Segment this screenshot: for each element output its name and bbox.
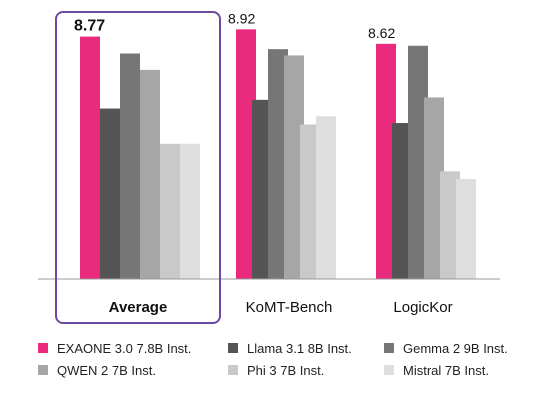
bar-komt-bench-llama-3-1-8b-inst xyxy=(252,99,272,279)
x-tick-label-logickor: LogicKor xyxy=(393,299,452,316)
bar-logickor-qwen-2-7b-inst xyxy=(424,97,444,279)
bar-logickor-mistral-7b-inst xyxy=(456,179,476,279)
labels-layer: Average KoMT-Bench LogicKor 8.77 8.92 8.62 xyxy=(74,10,453,316)
legend-label: EXAONE 3.0 7.8B Inst. xyxy=(57,340,192,356)
legend-item-phi-3-7b-inst: Phi 3 7B Inst. xyxy=(228,361,324,379)
bar-logickor-llama-3-1-8b-inst xyxy=(392,123,412,279)
legend-swatch xyxy=(38,365,48,375)
x-tick-label-average: Average xyxy=(109,299,168,316)
legend-swatch xyxy=(384,365,394,375)
legend-label: Gemma 2 9B Inst. xyxy=(403,340,508,356)
legend-item-mistral-7b-inst: Mistral 7B Inst. xyxy=(384,361,489,379)
legend-item-exaone-3-0-7-8b-inst: EXAONE 3.0 7.8B Inst. xyxy=(38,339,191,357)
bar-logickor-phi-3-7b-inst xyxy=(440,171,460,279)
bar-average-mistral-7b-inst xyxy=(180,143,200,279)
legend-item-qwen-2-7b-inst: QWEN 2 7B Inst. xyxy=(38,361,156,379)
bar-average-qwen-2-7b-inst xyxy=(140,69,160,279)
legend: EXAONE 3.0 7.8B Inst. Llama 3.1 8B Inst. G… xyxy=(38,339,538,383)
bar-average-llama-3-1-8b-inst xyxy=(100,108,120,279)
bar-komt-bench-gemma-2-9b-inst xyxy=(268,49,288,279)
bar-komt-bench-exaone-3-0-7-8b-inst xyxy=(236,29,256,280)
x-tick-label-komt-bench: KoMT-Bench xyxy=(246,299,333,316)
data-label-komt-bench: 8.92 xyxy=(228,10,255,26)
legend-swatch xyxy=(38,343,48,353)
legend-swatch xyxy=(228,365,238,375)
legend-label: Phi 3 7B Inst. xyxy=(247,362,325,378)
bar-komt-bench-mistral-7b-inst xyxy=(316,116,336,280)
legend-label: QWEN 2 7B Inst. xyxy=(57,362,156,378)
data-label-average: 8.77 xyxy=(74,18,105,35)
bar-average-phi-3-7b-inst xyxy=(160,143,180,279)
legend-label: Llama 3.1 8B Inst. xyxy=(247,340,352,356)
data-label-logickor: 8.62 xyxy=(368,25,395,41)
legend-item-llama-3-1-8b-inst: Llama 3.1 8B Inst. xyxy=(228,339,352,357)
bar-logickor-exaone-3-0-7-8b-inst xyxy=(376,43,396,280)
bar-average-gemma-2-9b-inst xyxy=(120,53,140,279)
bar-komt-bench-phi-3-7b-inst xyxy=(300,124,320,279)
legend-swatch xyxy=(228,343,238,353)
bars-layer xyxy=(80,29,476,280)
bar-komt-bench-qwen-2-7b-inst xyxy=(284,55,304,279)
legend-swatch xyxy=(384,343,394,353)
legend-item-gemma-2-9b-inst: Gemma 2 9B Inst. xyxy=(384,339,508,357)
highlight-box-average xyxy=(55,11,221,324)
bar-logickor-gemma-2-9b-inst xyxy=(408,45,428,280)
bar-average-exaone-3-0-7-8b-inst xyxy=(80,36,100,280)
legend-label: Mistral 7B Inst. xyxy=(403,362,489,378)
